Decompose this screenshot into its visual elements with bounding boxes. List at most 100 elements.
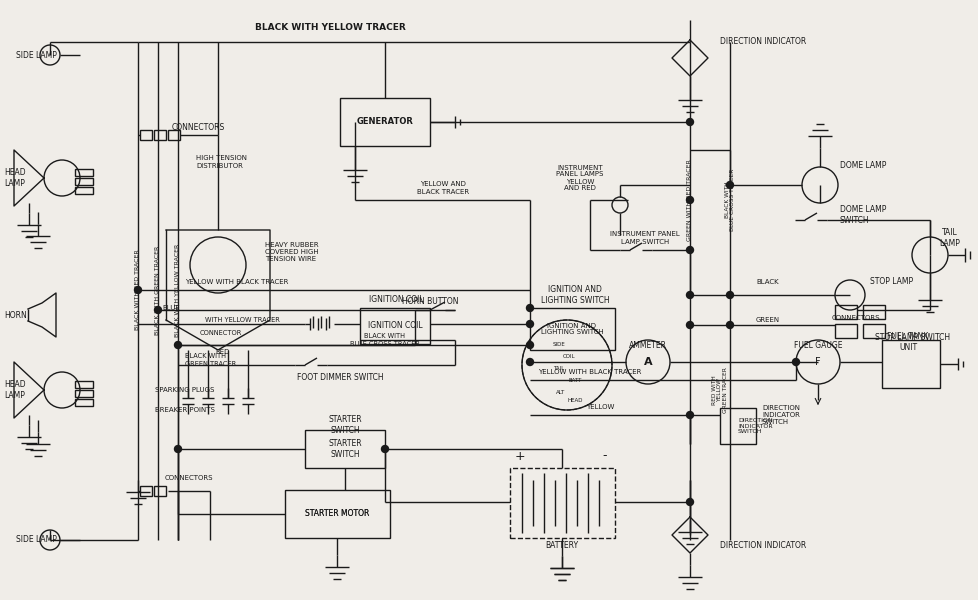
- Bar: [140, 130, 152, 140]
- Text: SIDE: SIDE: [552, 343, 565, 347]
- Text: BLACK WITH YELLOW TRACER: BLACK WITH YELLOW TRACER: [175, 244, 180, 337]
- Text: DOME LAMP
SWITCH: DOME LAMP SWITCH: [839, 205, 885, 224]
- Text: STOP LAMP SWITCH: STOP LAMP SWITCH: [874, 334, 950, 343]
- Text: HEAD
LAMP: HEAD LAMP: [4, 380, 25, 400]
- Text: WITH YELLOW TRACER: WITH YELLOW TRACER: [204, 317, 280, 323]
- Text: SIDE LAMP: SIDE LAMP: [16, 535, 57, 545]
- Text: BREAKER POINTS: BREAKER POINTS: [155, 407, 215, 413]
- Bar: [75, 187, 93, 194]
- Circle shape: [726, 181, 733, 188]
- Text: DIRECTION INDICATOR: DIRECTION INDICATOR: [719, 541, 806, 550]
- Text: YELLOW AND
BLACK TRACER: YELLOW AND BLACK TRACER: [417, 181, 468, 194]
- Bar: [75, 178, 93, 185]
- Text: CONNECTORS: CONNECTORS: [172, 124, 225, 133]
- Text: HEAD: HEAD: [566, 398, 582, 403]
- Text: F: F: [815, 357, 820, 367]
- Bar: [140, 486, 152, 496]
- Text: YELLOW WITH BLACK TRACER: YELLOW WITH BLACK TRACER: [185, 279, 289, 285]
- Text: -: -: [602, 449, 606, 463]
- Circle shape: [174, 445, 181, 452]
- Text: RED: RED: [215, 349, 229, 355]
- Text: FUEL TANK
UNIT: FUEL TANK UNIT: [886, 332, 928, 352]
- Circle shape: [526, 304, 533, 311]
- Bar: [305, 430, 384, 468]
- Text: STARTER
SWITCH: STARTER SWITCH: [328, 439, 362, 458]
- Text: CONNECTORS: CONNECTORS: [165, 475, 213, 481]
- Bar: [719, 408, 755, 444]
- Bar: [834, 305, 856, 319]
- Text: FUEL GAUGE: FUEL GAUGE: [793, 340, 841, 349]
- Bar: [863, 324, 884, 338]
- Text: INSTRUMENT
PANEL LAMPS
YELLOW
AND RED: INSTRUMENT PANEL LAMPS YELLOW AND RED: [556, 164, 603, 191]
- Circle shape: [686, 292, 692, 298]
- Text: BLACK WITH
BLUE CROSS TRACER: BLACK WITH BLUE CROSS TRACER: [724, 169, 734, 231]
- Text: A: A: [643, 357, 651, 367]
- Circle shape: [686, 196, 692, 203]
- Text: YELLOW WITH BLACK TRACER: YELLOW WITH BLACK TRACER: [538, 369, 641, 375]
- Text: STARTER MOTOR: STARTER MOTOR: [304, 509, 369, 518]
- Text: TAIL
LAMP: TAIL LAMP: [939, 228, 959, 248]
- Text: DIRECTION
INDICATOR
SWITCH: DIRECTION INDICATOR SWITCH: [737, 418, 772, 434]
- Circle shape: [686, 412, 692, 419]
- Bar: [529, 308, 614, 350]
- Bar: [285, 490, 389, 538]
- Text: BLUE: BLUE: [161, 305, 180, 311]
- Bar: [339, 98, 429, 146]
- Text: GREEN WITH RED TRACER: GREEN WITH RED TRACER: [687, 159, 691, 241]
- Bar: [168, 130, 180, 140]
- Bar: [510, 468, 614, 538]
- Text: ALT: ALT: [556, 391, 565, 395]
- Text: HEAVY RUBBER
COVERED HIGH
TENSION WIRE: HEAVY RUBBER COVERED HIGH TENSION WIRE: [265, 242, 318, 262]
- Circle shape: [155, 307, 161, 313]
- Text: INSTRUMENT PANEL
LAMP SWITCH: INSTRUMENT PANEL LAMP SWITCH: [609, 232, 679, 245]
- Text: HORN BUTTON: HORN BUTTON: [401, 298, 458, 307]
- Text: IGNITION COIL: IGNITION COIL: [369, 295, 422, 304]
- Text: BLACK WITH RED TRACER: BLACK WITH RED TRACER: [135, 250, 141, 331]
- Bar: [154, 130, 166, 140]
- Circle shape: [174, 341, 181, 349]
- Text: RED WITH
YELLOW
GREEN TRACER: RED WITH YELLOW GREEN TRACER: [711, 367, 728, 413]
- Text: BLACK WITH YELLOW TRACER: BLACK WITH YELLOW TRACER: [254, 23, 405, 32]
- Bar: [863, 305, 884, 319]
- Circle shape: [686, 118, 692, 125]
- Circle shape: [726, 292, 733, 298]
- Text: HIGH TENSION
DISTRIBUTOR: HIGH TENSION DISTRIBUTOR: [196, 155, 246, 169]
- Text: GREEN: GREEN: [755, 317, 779, 323]
- Text: CONNECTORS: CONNECTORS: [831, 315, 879, 321]
- Circle shape: [686, 499, 692, 505]
- Text: YELLOW: YELLOW: [585, 404, 613, 410]
- Text: GENERATOR: GENERATOR: [356, 118, 413, 127]
- Text: SPARKING PLUGS: SPARKING PLUGS: [156, 387, 214, 393]
- Circle shape: [526, 341, 533, 349]
- Text: AMMETER: AMMETER: [628, 340, 666, 349]
- Bar: [75, 381, 93, 388]
- Text: CONNECTOR: CONNECTOR: [200, 330, 243, 336]
- Circle shape: [686, 322, 692, 329]
- Text: DOME LAMP: DOME LAMP: [839, 160, 885, 169]
- Circle shape: [726, 322, 733, 329]
- Text: BLACK WITH
GREEN TRACER: BLACK WITH GREEN TRACER: [185, 353, 236, 367]
- Text: BATTERY: BATTERY: [545, 541, 578, 550]
- Text: STARTER MOTOR: STARTER MOTOR: [304, 509, 369, 518]
- Bar: [360, 308, 429, 344]
- Bar: [75, 390, 93, 397]
- Text: DIRECTION
INDICATOR
SWITCH: DIRECTION INDICATOR SWITCH: [761, 405, 799, 425]
- Circle shape: [526, 358, 533, 365]
- Text: BATT: BATT: [568, 379, 581, 383]
- Text: BLACK WITH GREEN TRACER: BLACK WITH GREEN TRACER: [156, 245, 160, 335]
- Text: IGNITION AND
LIGHTING SWITCH: IGNITION AND LIGHTING SWITCH: [540, 323, 602, 335]
- Text: TAIL: TAIL: [553, 367, 564, 371]
- Text: FOOT DIMMER SWITCH: FOOT DIMMER SWITCH: [296, 373, 383, 383]
- Text: BLACK WITH
BLUE CROSS TRACER: BLACK WITH BLUE CROSS TRACER: [350, 334, 420, 346]
- Circle shape: [791, 358, 799, 365]
- Text: SIDE LAMP: SIDE LAMP: [16, 50, 57, 59]
- Text: STOP LAMP: STOP LAMP: [869, 277, 912, 286]
- Text: DIRECTION INDICATOR: DIRECTION INDICATOR: [719, 37, 806, 46]
- Bar: [75, 169, 93, 176]
- Circle shape: [381, 445, 388, 452]
- Bar: [75, 399, 93, 406]
- Text: COIL: COIL: [562, 355, 575, 359]
- Text: HEAD
LAMP: HEAD LAMP: [4, 168, 25, 188]
- Bar: [881, 340, 939, 388]
- Circle shape: [134, 286, 142, 293]
